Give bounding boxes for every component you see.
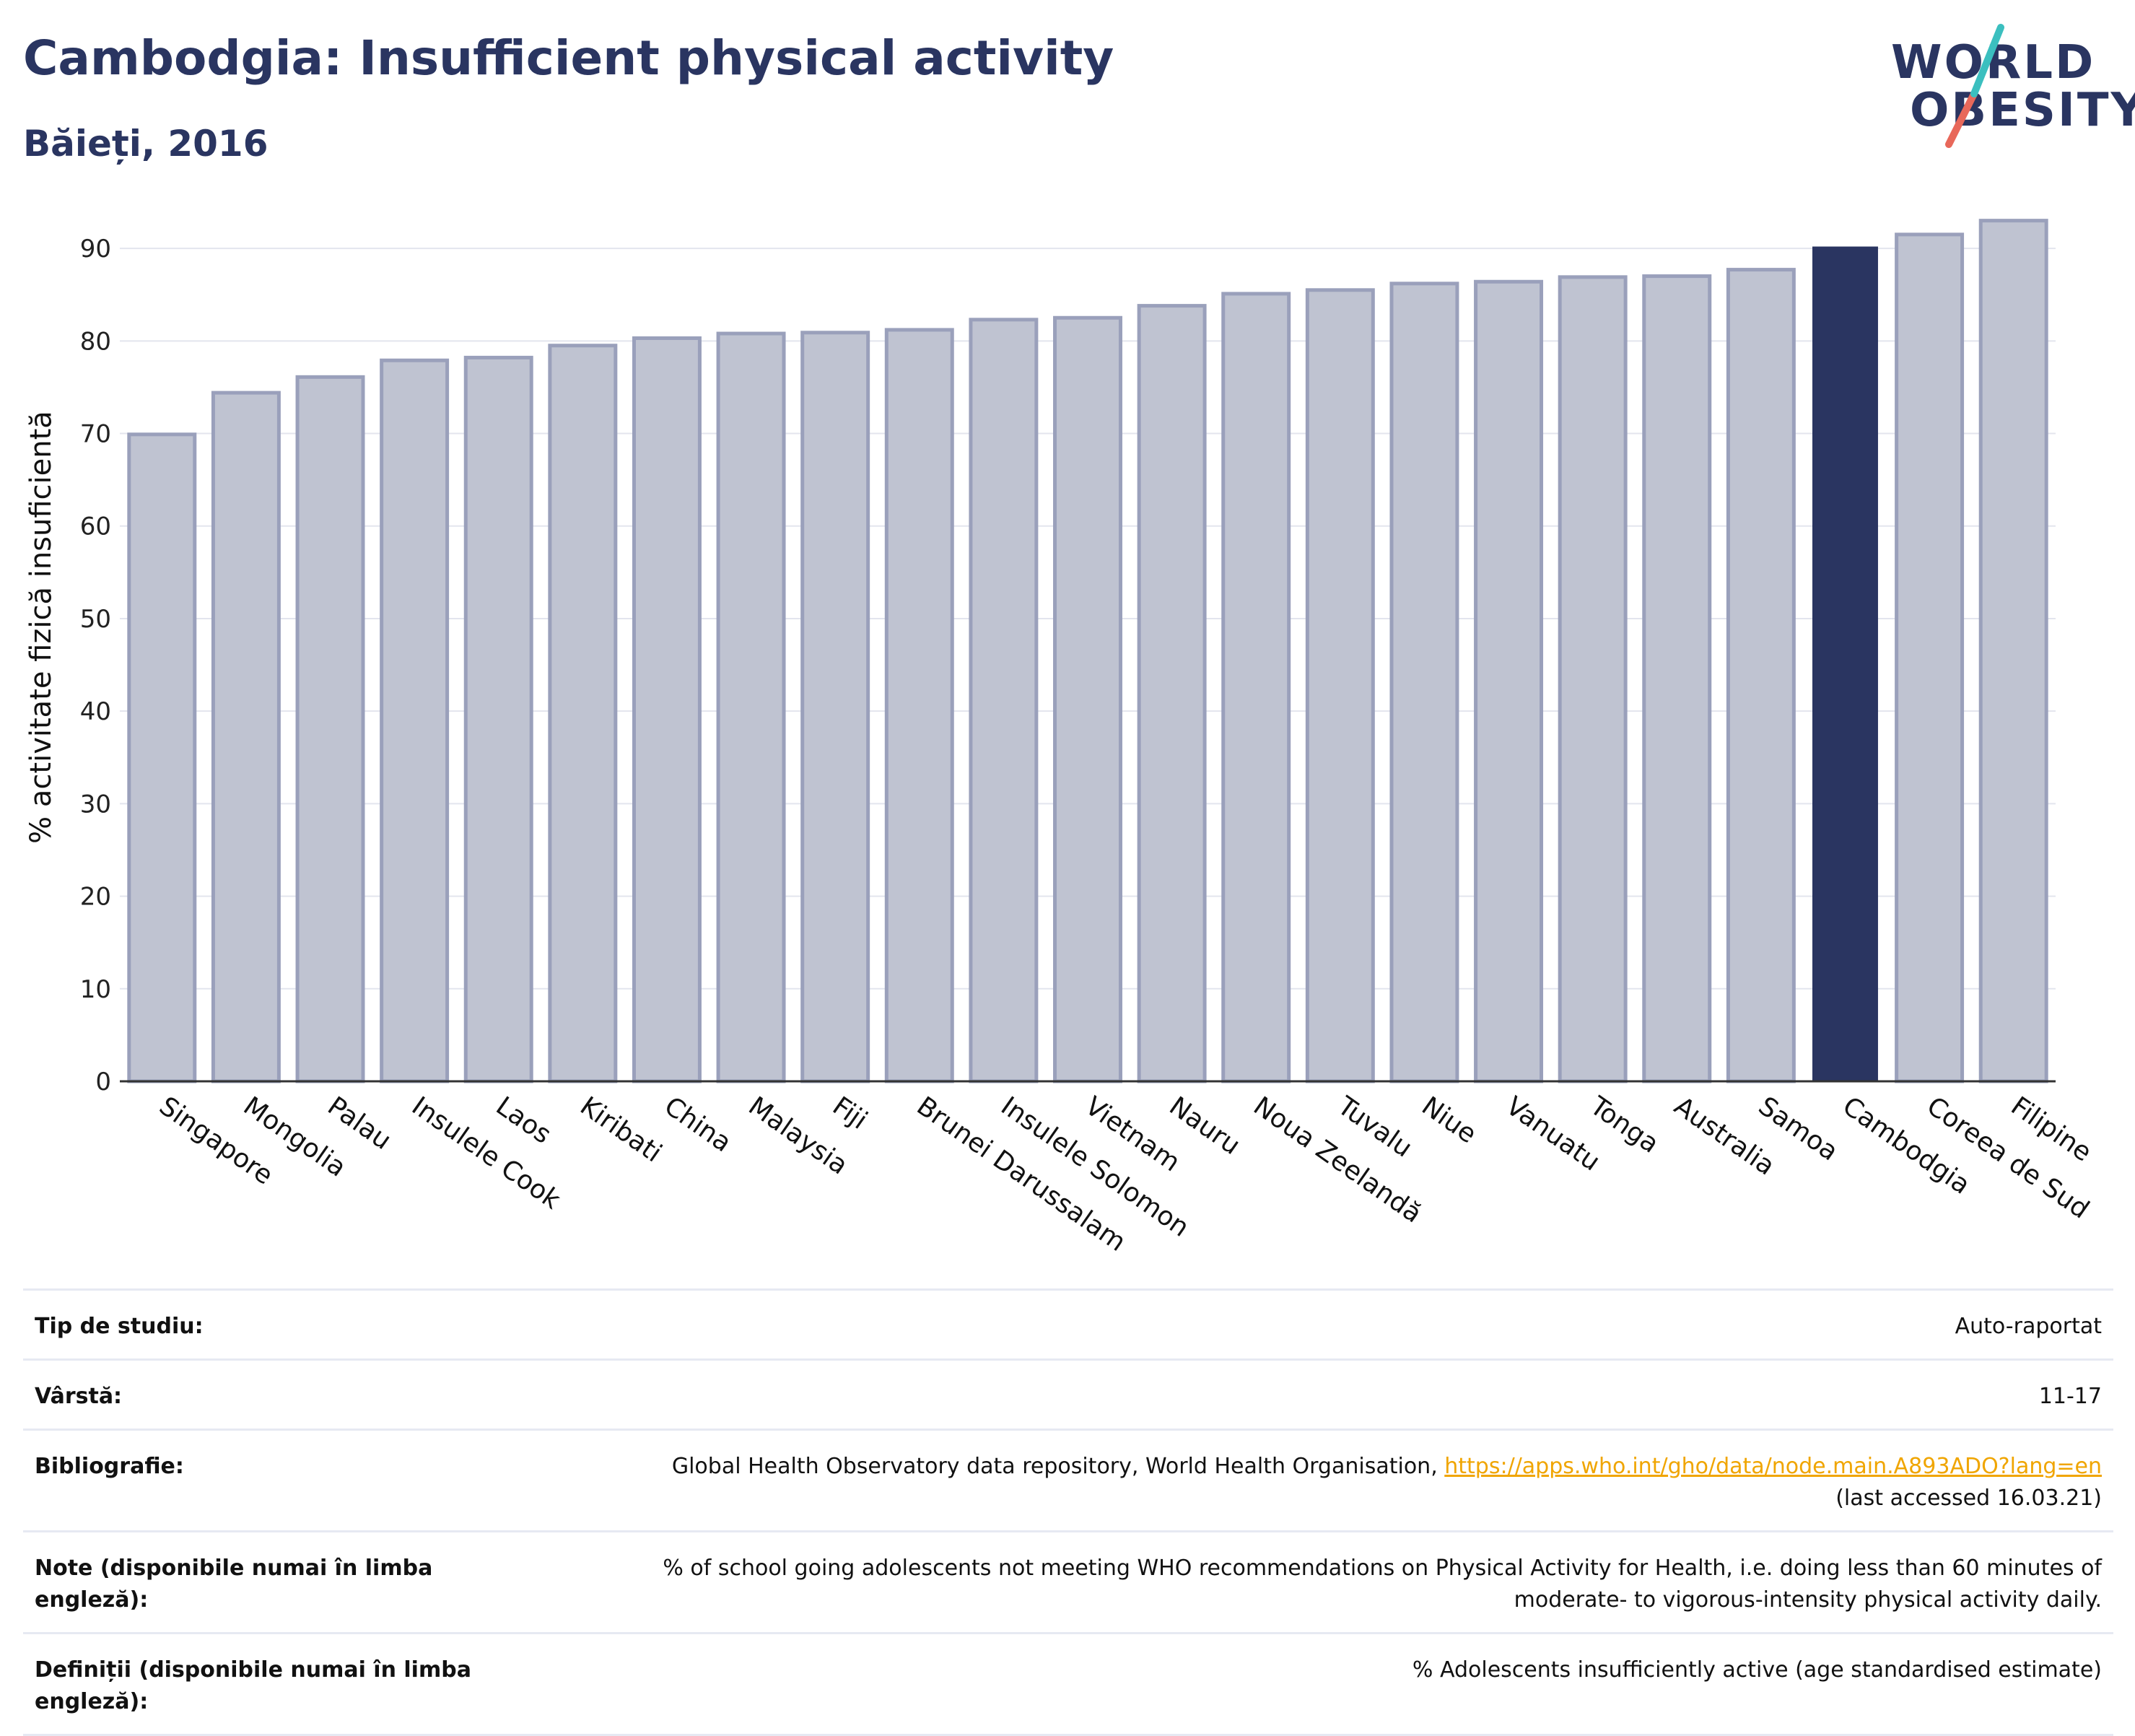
x-tick-label: Insulele Cook xyxy=(406,1091,566,1216)
bar xyxy=(1895,232,1965,1083)
meta-label: Bibliografie: xyxy=(35,1454,184,1479)
meta-row-definitions: Definiții (disponibile numai în limba en… xyxy=(23,1632,2113,1736)
y-tick-label: 80 xyxy=(80,327,111,356)
meta-value: 11-17 xyxy=(2038,1384,2102,1409)
y-tick-label: 20 xyxy=(80,883,111,912)
bibliography-link[interactable]: https://apps.who.int/gho/data/node.main.… xyxy=(1444,1454,2102,1479)
meta-row-notes: Note (disponibile numai în limba engleză… xyxy=(23,1530,2113,1632)
meta-row-study-type: Tip de studiu: Auto-raportat xyxy=(23,1288,2113,1358)
bar-chart: 0102030405060708090SingaporeMongoliaPala… xyxy=(25,219,2097,1256)
bar xyxy=(800,331,870,1083)
bar xyxy=(1642,274,1712,1083)
bar xyxy=(1221,292,1291,1083)
y-tick-label: 70 xyxy=(80,420,111,449)
y-tick-label: 0 xyxy=(95,1068,111,1096)
bar xyxy=(632,336,702,1083)
x-tick-label: Laos xyxy=(491,1091,556,1150)
y-tick-label: 40 xyxy=(80,697,111,726)
bar xyxy=(1305,288,1375,1083)
y-tick-label: 60 xyxy=(80,512,111,541)
y-tick-label: 50 xyxy=(80,605,111,634)
y-tick-label: 90 xyxy=(80,235,111,263)
bar xyxy=(1389,282,1459,1083)
notes-text-cont: moderate- to vigorous-intensity physical… xyxy=(1514,1587,2102,1613)
metadata-table: Tip de studiu: Auto-raportat Vârstă: 11-… xyxy=(23,1288,2113,1736)
bar xyxy=(1137,304,1207,1083)
meta-value: % of school going adolescents not meetin… xyxy=(540,1553,2102,1616)
meta-row-bibliography: Bibliografie: Global Health Observatory … xyxy=(23,1429,2113,1530)
bar xyxy=(969,318,1039,1083)
bibliography-text: Global Health Observatory data repositor… xyxy=(671,1454,1445,1479)
meta-value: Auto-raportat xyxy=(1955,1314,2102,1339)
x-tick-label: Fiji xyxy=(827,1091,873,1135)
bibliography-accessed: (last accessed 16.03.21) xyxy=(1835,1486,2102,1511)
x-tick-label: Kiribati xyxy=(575,1091,667,1169)
meta-row-age: Vârstă: 11-17 xyxy=(23,1358,2113,1429)
y-tick-label: 30 xyxy=(80,790,111,819)
page-title: Cambodgia: Insufficient physical activit… xyxy=(23,30,1114,86)
logo-slash-icon xyxy=(1945,24,2004,148)
bar xyxy=(716,331,786,1083)
y-tick-label: 10 xyxy=(80,975,111,1004)
bar xyxy=(1558,275,1628,1083)
bar xyxy=(295,375,365,1083)
meta-label: Vârstă: xyxy=(35,1384,123,1409)
meta-label: Definiții (disponibile numai în limba en… xyxy=(35,1657,471,1714)
x-tick-label: Niue xyxy=(1416,1091,1482,1150)
bar xyxy=(380,358,450,1083)
bar xyxy=(1053,315,1122,1083)
bar xyxy=(548,344,618,1083)
bar xyxy=(1474,279,1544,1083)
x-tick-label: China xyxy=(659,1091,737,1159)
bar-highlight xyxy=(1812,246,1878,1082)
bar xyxy=(1978,219,2048,1083)
meta-value: Global Health Observatory data repositor… xyxy=(540,1451,2102,1514)
bar xyxy=(463,355,533,1083)
bar xyxy=(127,432,197,1083)
notes-text: % of school going adolescents not meetin… xyxy=(663,1556,2102,1581)
meta-label: Tip de studiu: xyxy=(35,1314,204,1339)
y-axis-label: % activitate fizică insuficientă xyxy=(25,411,58,844)
world-obesity-logo[interactable]: WORLD OBESITY xyxy=(1877,22,2135,152)
meta-label: Note (disponibile numai în limba engleză… xyxy=(35,1556,433,1613)
x-tick-label: Vanuatu xyxy=(1501,1091,1605,1177)
page-subtitle: Băieți, 2016 xyxy=(23,123,268,165)
bar xyxy=(1726,268,1796,1083)
logo-line2: OBESITY xyxy=(1910,84,2135,137)
meta-value: % Adolescents insufficiently active (age… xyxy=(1412,1657,2102,1683)
bar xyxy=(211,391,281,1083)
bar xyxy=(884,328,954,1083)
